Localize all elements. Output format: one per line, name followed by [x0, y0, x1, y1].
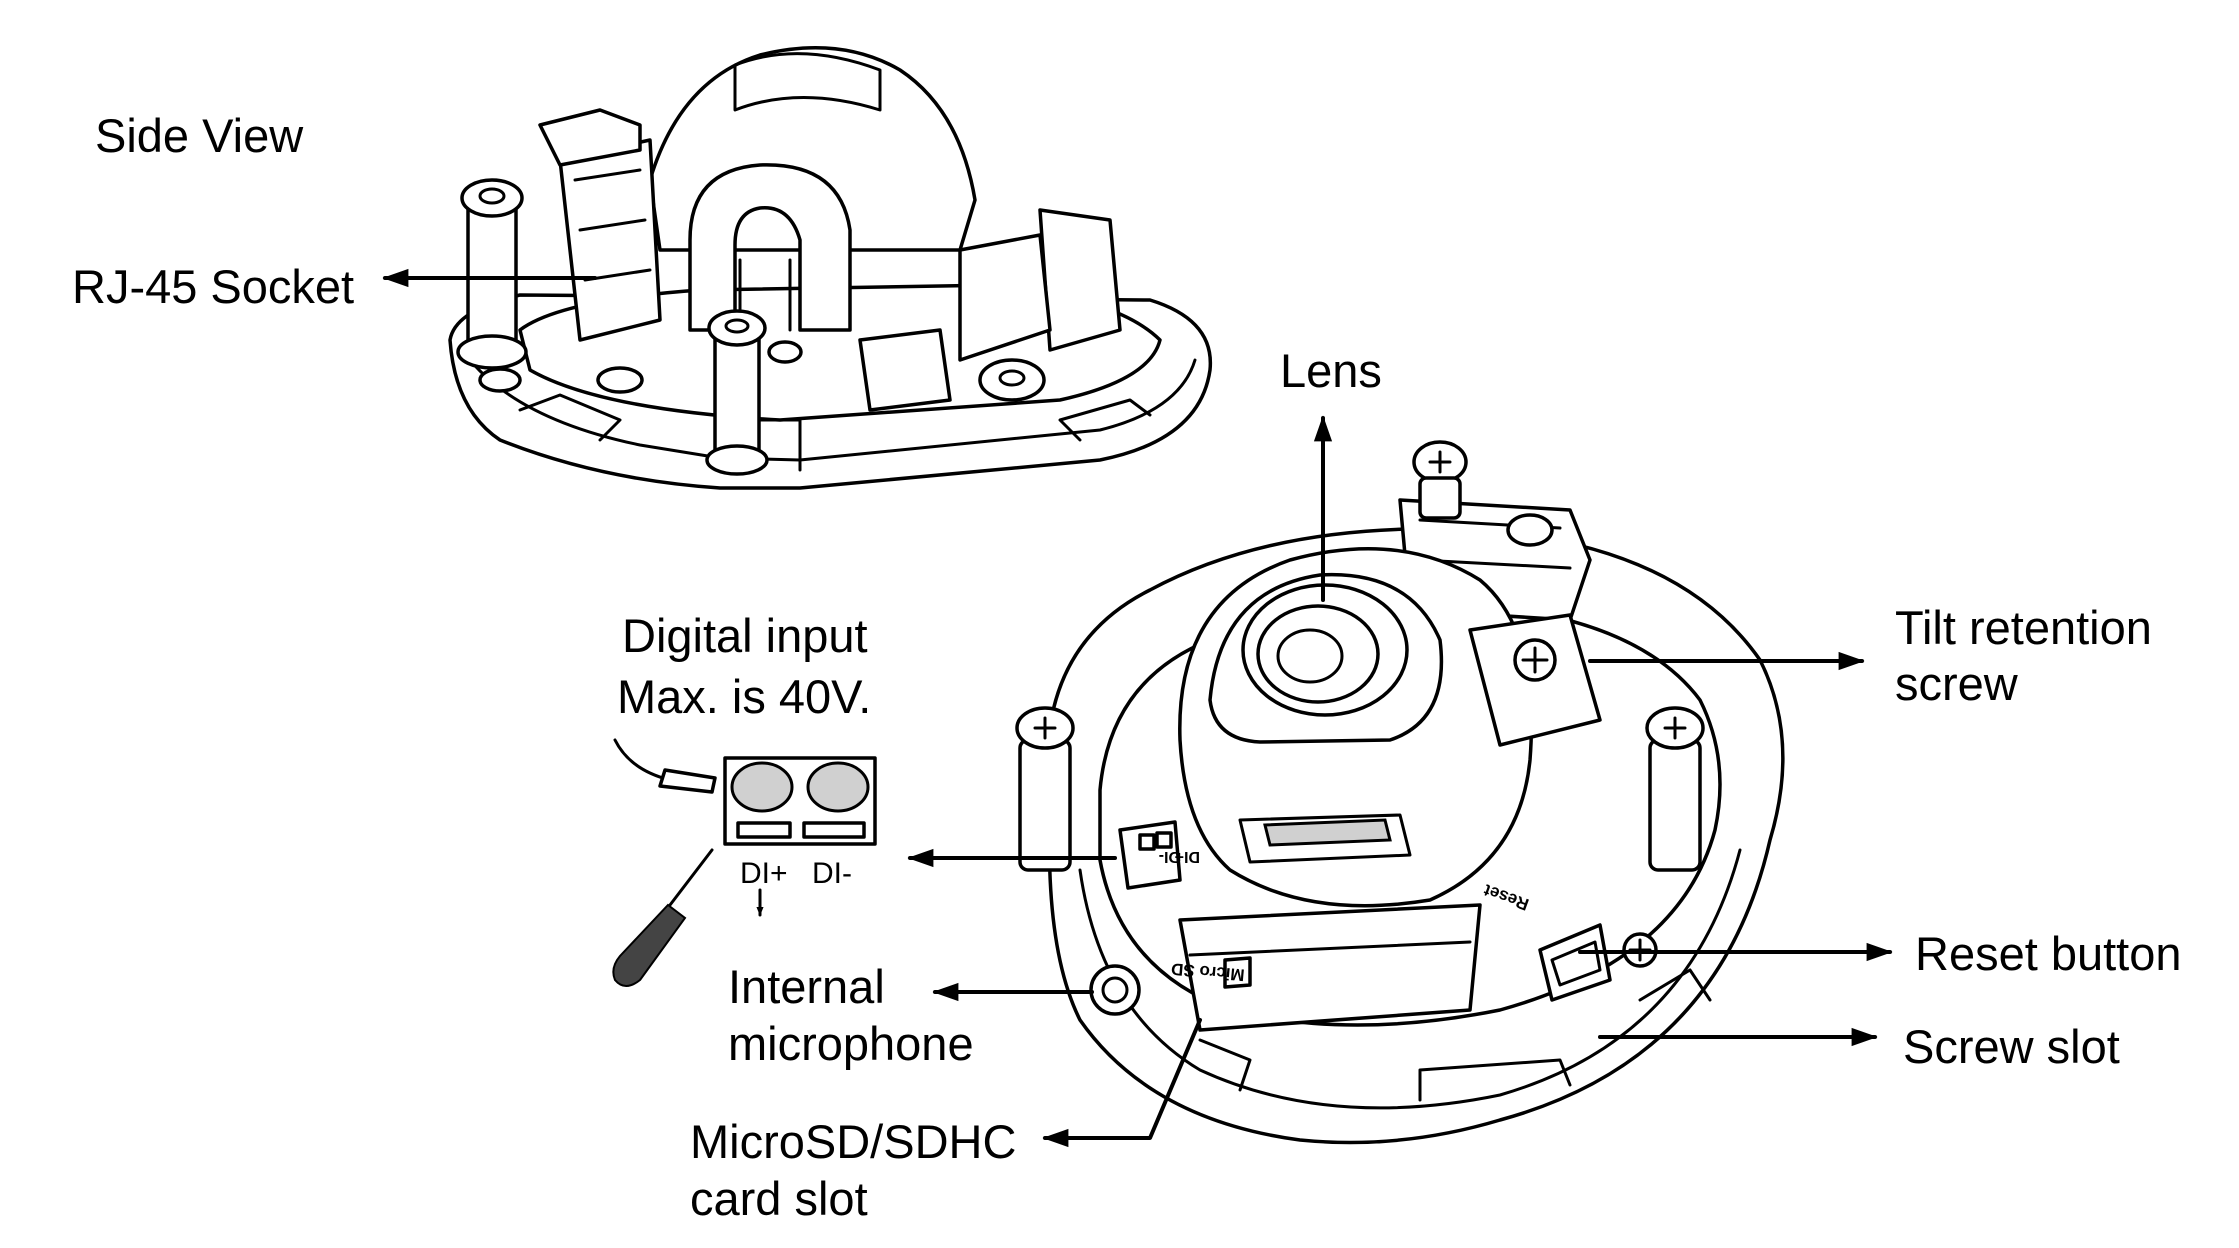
- side-view-title: Side View: [95, 109, 304, 162]
- lens-label: Lens: [1280, 344, 1382, 397]
- microsd-slot-label: MicroSD/SDHC: [690, 1115, 1016, 1168]
- engraved-di-minus: DI-: [1159, 848, 1180, 865]
- rj45-socket-label: RJ-45 Socket: [72, 260, 354, 313]
- di-plus-label: DI+: [740, 857, 788, 890]
- tilt-retention-label: Tilt retention: [1895, 601, 2152, 654]
- side-view-camera-illustration: [448, 46, 1213, 490]
- tilt-retention-label-line2: screw: [1895, 657, 2019, 710]
- internal-microphone-label: Internal: [728, 960, 885, 1013]
- front-camera-illustration: DI+ DI- Reset Micro SD: [1015, 440, 1785, 1145]
- screw-icon: [705, 309, 769, 476]
- digital-input-max-label: Max. is 40V.: [617, 670, 871, 723]
- reset-button-label: Reset button: [1915, 927, 2182, 980]
- tilt-retention-screw-icon: [1513, 638, 1557, 682]
- microphone-icon: [1089, 964, 1141, 1016]
- engraved-di-plus: DI+: [1175, 848, 1200, 865]
- digital-input-inset: DI+ DI-: [612, 738, 877, 987]
- screwdriver-icon: [612, 848, 714, 987]
- microsd-slot-label-line2: card slot: [690, 1172, 868, 1225]
- digital-input-label: Digital input: [622, 609, 868, 662]
- screw-icon: [1015, 706, 1075, 872]
- callout-lines: [382, 268, 1893, 1148]
- screw-icon: [456, 178, 528, 370]
- screw-icon: [1645, 706, 1705, 872]
- screw-icon: [1412, 440, 1468, 520]
- internal-microphone-label-line2: microphone: [728, 1017, 974, 1070]
- di-minus-label: DI-: [812, 857, 852, 890]
- screw-slot-label: Screw slot: [1903, 1020, 2120, 1073]
